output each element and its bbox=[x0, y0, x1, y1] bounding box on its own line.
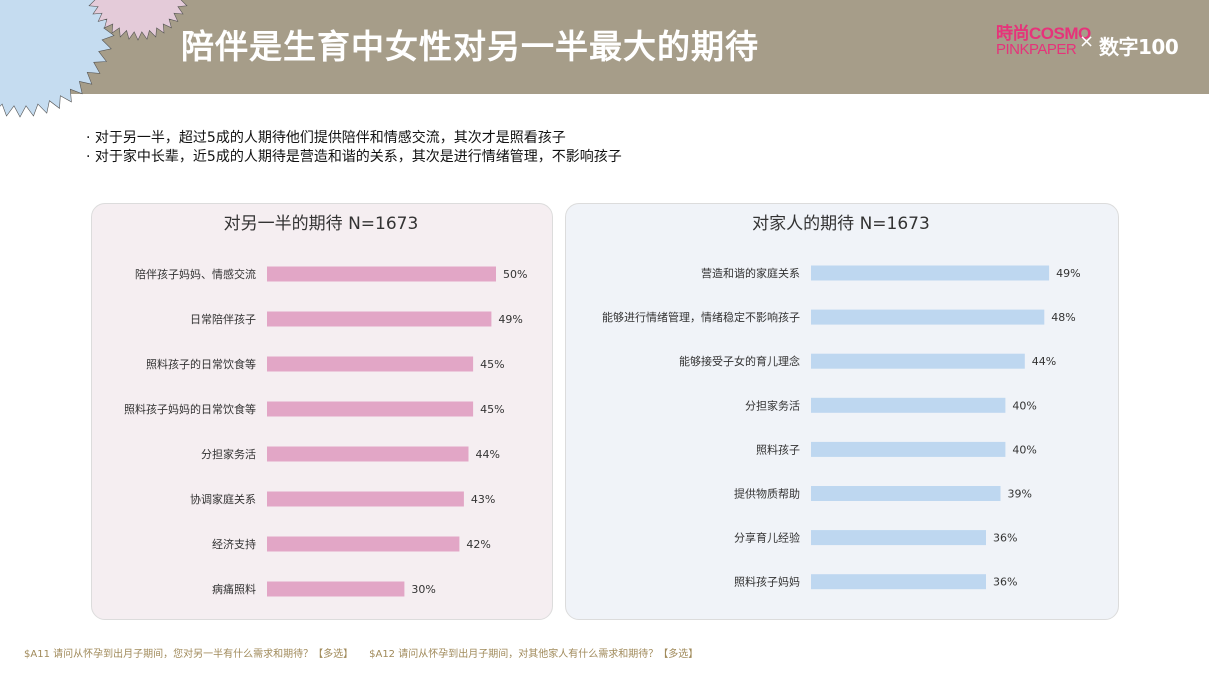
bar bbox=[267, 536, 460, 552]
category-label: 照料孩子 bbox=[756, 442, 800, 456]
data-label: 49% bbox=[1056, 267, 1080, 280]
data-label: 45% bbox=[480, 403, 504, 416]
category-label: 经济支持 bbox=[212, 537, 256, 551]
data-label: 45% bbox=[480, 358, 504, 371]
bar bbox=[267, 446, 469, 462]
category-label: 能够接受子女的育儿理念 bbox=[679, 354, 800, 368]
bar bbox=[267, 581, 405, 597]
category-label: 照料孩子妈妈 bbox=[734, 575, 800, 589]
bar bbox=[267, 356, 474, 372]
bar bbox=[811, 530, 986, 546]
footnote-a11: $A11 请问从怀孕到出月子期间，您对另一半有什么需求和期待？【多选】 bbox=[24, 649, 354, 660]
category-label: 提供物质帮助 bbox=[734, 487, 800, 501]
bar bbox=[811, 353, 1025, 369]
data-label: 44% bbox=[1032, 355, 1056, 368]
footnotes: $A11 请问从怀孕到出月子期间，您对另一半有什么需求和期待？【多选】 $A12 … bbox=[24, 645, 698, 660]
data-label: 36% bbox=[993, 532, 1017, 545]
bar bbox=[811, 486, 1001, 501]
pinkpaper-logo: PINKPAPER bbox=[996, 41, 1077, 58]
brand-separator: × bbox=[1079, 31, 1095, 52]
category-label: 分享育儿经验 bbox=[734, 531, 800, 545]
category-label: 照料孩子的日常饮食等 bbox=[146, 357, 256, 371]
bar bbox=[811, 397, 1006, 413]
category-label: 病痛照料 bbox=[212, 582, 256, 596]
category-label: 陪伴孩子妈妈、情感交流 bbox=[135, 267, 256, 281]
data-label: 30% bbox=[411, 583, 435, 596]
bar bbox=[811, 441, 1006, 457]
category-label: 日常陪伴孩子 bbox=[190, 312, 256, 326]
data-label: 43% bbox=[471, 493, 495, 506]
bar bbox=[267, 491, 464, 507]
chart-title-family: 对家人的期待 N=1673 bbox=[752, 214, 930, 234]
bar bbox=[267, 311, 492, 327]
header-bar: 陪伴是生育中女性对另一半最大的期待 時尚COSMO PINKPAPER × 数字… bbox=[0, 0, 1209, 118]
data-label: 40% bbox=[1012, 399, 1036, 412]
page-title: 陪伴是生育中女性对另一半最大的期待 bbox=[181, 27, 759, 66]
bar bbox=[267, 401, 474, 417]
summary-bullet: · 对于家中长辈，近5成的人期待是营造和谐的关系，其次是进行情绪管理，不影响孩子 bbox=[86, 149, 622, 165]
shuzi100-logo: 数字100 bbox=[1099, 35, 1179, 59]
category-label: 分担家务活 bbox=[201, 447, 256, 461]
data-label: 36% bbox=[993, 576, 1017, 589]
decorative-starburst-icon bbox=[0, 0, 188, 118]
data-label: 49% bbox=[498, 313, 522, 326]
category-label: 照料孩子妈妈的日常饮食等 bbox=[124, 402, 256, 416]
data-label: 44% bbox=[476, 448, 500, 461]
bar bbox=[811, 574, 986, 590]
footnote-a12: $A12 请问从怀孕到出月子期间，对其他家人有什么需求和期待？【多选】 bbox=[369, 649, 699, 660]
category-label: 营造和谐的家庭关系 bbox=[701, 266, 800, 280]
data-label: 42% bbox=[466, 538, 490, 551]
data-label: 40% bbox=[1012, 443, 1036, 456]
summary-bullets: · 对于另一半，超过5成的人期待他们提供陪伴和情感交流，其次才是照看孩子 · 对… bbox=[86, 129, 622, 167]
bar bbox=[267, 266, 496, 282]
category-label: 协调家庭关系 bbox=[190, 492, 256, 506]
cosmo-logo: 時尚COSMO bbox=[996, 24, 1091, 43]
bar bbox=[811, 309, 1045, 325]
data-label: 39% bbox=[1008, 488, 1032, 501]
chart-title-partner: 对另一半的期待 N=1673 bbox=[223, 214, 419, 234]
category-label: 分担家务活 bbox=[745, 398, 800, 412]
bar bbox=[811, 265, 1050, 281]
summary-bullet: · 对于另一半，超过5成的人期待他们提供陪伴和情感交流，其次才是照看孩子 bbox=[86, 130, 566, 146]
category-label: 能够进行情绪管理，情绪稳定不影响孩子 bbox=[602, 310, 800, 324]
data-label: 48% bbox=[1051, 311, 1075, 324]
data-label: 50% bbox=[503, 268, 527, 281]
